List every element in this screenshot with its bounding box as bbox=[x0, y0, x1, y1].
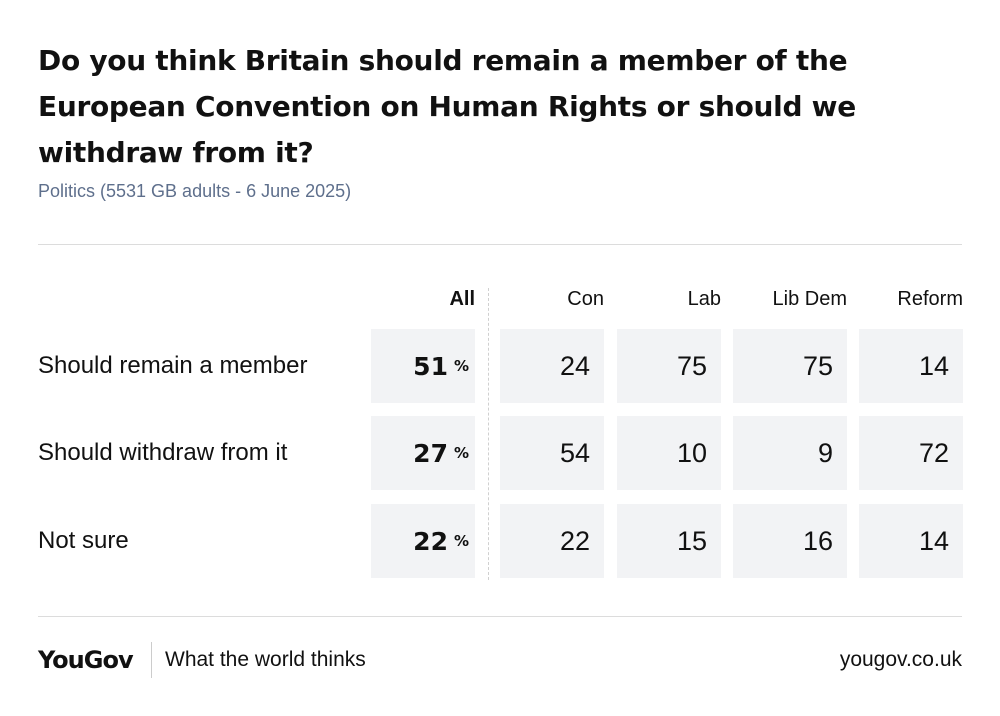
chart-title: Do you think Britain should remain a mem… bbox=[38, 44, 856, 169]
cell-withdraw-con: 54 bbox=[500, 416, 604, 490]
row-label-remain: Should remain a member bbox=[38, 352, 308, 379]
cell-value: 9 bbox=[817, 437, 833, 468]
top-divider bbox=[38, 244, 962, 245]
row-label-withdraw: Should withdraw from it bbox=[38, 439, 288, 466]
cell-value: 27 bbox=[413, 438, 448, 468]
cell-not-sure-con: 22 bbox=[500, 504, 604, 578]
cell-value: 16 bbox=[802, 525, 833, 556]
cell-not-sure-libdem: 16 bbox=[733, 504, 847, 578]
cell-value: 10 bbox=[676, 437, 707, 468]
column-header-lab: Lab bbox=[687, 288, 721, 310]
logo-separator bbox=[151, 642, 152, 678]
cell-value: 51 bbox=[413, 351, 448, 381]
cell-value: 22 bbox=[559, 525, 590, 556]
cell-remain-lab: 75 bbox=[617, 329, 721, 403]
cell-withdraw-reform: 72 bbox=[859, 416, 963, 490]
cell-value: 24 bbox=[559, 350, 590, 381]
cell-withdraw-all: 27% bbox=[371, 416, 475, 490]
cell-not-sure-lab: 15 bbox=[617, 504, 721, 578]
percent-sign: % bbox=[453, 532, 469, 550]
column-header-libdem: Lib Dem bbox=[772, 288, 847, 310]
bottom-divider bbox=[38, 616, 962, 617]
column-header-con: Con bbox=[567, 288, 604, 310]
site-link[interactable]: yougov.co.uk bbox=[839, 648, 962, 671]
cell-remain-libdem: 75 bbox=[733, 329, 847, 403]
cell-value: 54 bbox=[559, 437, 590, 468]
all-column-divider bbox=[488, 288, 489, 580]
cell-not-sure-reform: 14 bbox=[859, 504, 963, 578]
tagline: What the world thinks bbox=[165, 648, 366, 671]
cell-remain-all: 51% bbox=[371, 329, 475, 403]
column-header-reform: Reform bbox=[897, 288, 963, 310]
cell-not-sure-all: 22% bbox=[371, 504, 475, 578]
cell-remain-reform: 14 bbox=[859, 329, 963, 403]
cell-remain-con: 24 bbox=[500, 329, 604, 403]
chart-subtitle: Politics (5531 GB adults - 6 June 2025) bbox=[38, 181, 352, 201]
yougov-logo: YouGov bbox=[38, 646, 134, 674]
cell-withdraw-lab: 10 bbox=[617, 416, 721, 490]
column-header-all: All bbox=[449, 288, 475, 310]
cell-value: 75 bbox=[802, 350, 833, 381]
cell-value: 22 bbox=[413, 526, 448, 556]
cell-value: 15 bbox=[676, 525, 707, 556]
percent-sign: % bbox=[453, 357, 469, 375]
cell-value: 14 bbox=[918, 350, 949, 381]
cell-value: 75 bbox=[676, 350, 707, 381]
cell-value: 14 bbox=[918, 525, 949, 556]
percent-sign: % bbox=[453, 444, 469, 462]
cell-value: 72 bbox=[918, 437, 949, 468]
cell-withdraw-libdem: 9 bbox=[733, 416, 847, 490]
row-label-not-sure: Not sure bbox=[38, 527, 129, 554]
